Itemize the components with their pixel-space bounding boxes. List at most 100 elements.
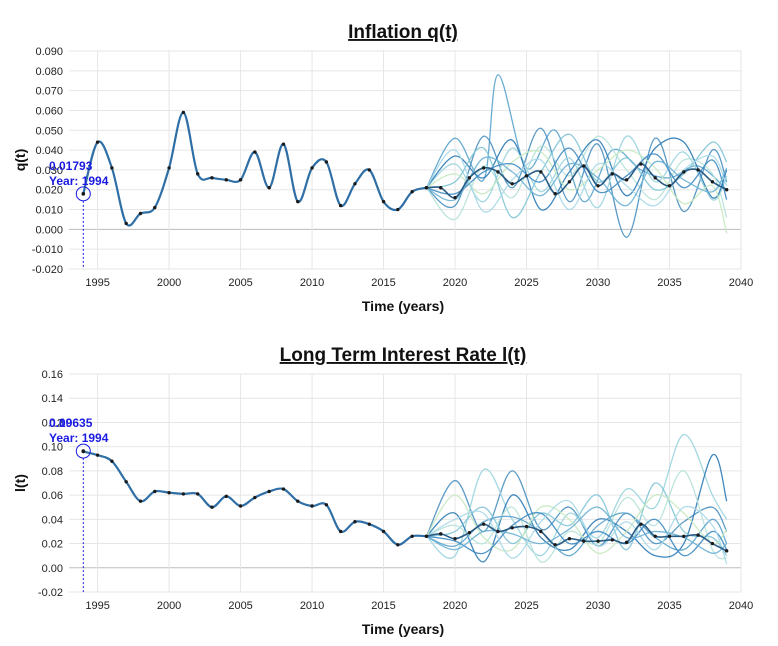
inflation-grid [69, 50, 742, 270]
inflation-x-tick-label: 2005 [228, 277, 252, 289]
interest-scenario-line-3 [425, 454, 728, 563]
interest-mean-point [667, 534, 672, 538]
interest-x-tick-label: 2035 [657, 600, 681, 612]
inflation-scenario-line-5 [425, 137, 728, 211]
inflation-mean-point [582, 164, 586, 168]
interest-history-point [367, 522, 371, 526]
interest-x-tick-label: 2025 [514, 600, 538, 612]
interest-mean-point [653, 534, 657, 538]
interest-mean-point [553, 543, 557, 547]
inflation-y-tick-label: 0.030 [35, 165, 63, 177]
inflation-y-tick-label: 0.090 [35, 46, 63, 58]
inflation-mean-point [424, 186, 429, 190]
inflation-history-line [82, 111, 427, 227]
inflation-history-point [396, 207, 400, 212]
inflation-mean-point [596, 184, 600, 188]
inflation-scenario-line-3 [425, 135, 728, 209]
inflation-mean-point [467, 176, 472, 180]
inflation-mean-point [539, 170, 543, 174]
inflation-x-tick-label: 2010 [300, 277, 324, 289]
inflation-x-tick-label: 2000 [157, 277, 181, 289]
interest-scenario-line-4 [426, 482, 728, 557]
inflation-history-point [296, 199, 300, 204]
interest-annotation-circle [75, 443, 91, 459]
inflation-x-tick-label: 1995 [85, 277, 109, 289]
inflation-history-point [338, 203, 343, 208]
interest-markers [81, 449, 729, 553]
interest-history-point [210, 505, 214, 509]
inflation-history-point [281, 142, 286, 146]
inflation-mean-point [710, 180, 715, 184]
inflation-mean-point [553, 191, 557, 196]
inflation-mean-point [725, 188, 729, 192]
interest-rate-chart: Long Term Interest Rate l(t) 0.16 0.14 0.12… [12, 345, 753, 637]
interest-mean-point [424, 534, 429, 538]
inflation-mean-point [481, 166, 486, 170]
interest-x-axis-title: Time (years) [362, 621, 444, 637]
interest-chart-title: Long Term Interest Rate l(t) [280, 345, 527, 366]
interest-history-point [324, 503, 329, 507]
interest-scenario-line-1 [425, 470, 728, 547]
inflation-forecast-mean-line [426, 163, 728, 199]
inflation-mean-point [610, 172, 615, 176]
inflation-history-point [210, 176, 214, 180]
interest-mean-point [439, 532, 443, 536]
inflation-y-tick-label: 0.070 [35, 86, 63, 98]
interest-y-tick-label: -0.02 [38, 587, 63, 599]
interest-mean-point [467, 530, 472, 535]
inflation-annotation-point [81, 192, 86, 196]
interest-y-tick-label: 0.16 [42, 369, 63, 381]
interest-history-point [410, 534, 414, 538]
interest-history-point [224, 494, 228, 499]
interest-y-tick-label: 0.10 [42, 442, 63, 454]
inflation-scenario-line-8 [426, 147, 728, 200]
interest-x-tick-label: 2020 [443, 600, 467, 612]
interest-annotation-point [81, 449, 86, 453]
interest-scenario-line-9 [426, 499, 728, 565]
inflation-history-point [138, 211, 143, 216]
interest-history-point [253, 495, 257, 500]
inflation-history-point [110, 166, 114, 170]
inflation-scenario-line-1 [425, 74, 728, 203]
interest-mean-point [624, 540, 629, 545]
interest-x-tick-label: 2015 [371, 600, 395, 612]
inflation-history-point [353, 182, 357, 186]
inflation-scenario-lines [425, 74, 728, 238]
interest-annotation-year: Year: 1994 [49, 431, 109, 445]
inflation-mean-point [653, 176, 657, 180]
inflation-history-point [324, 160, 329, 164]
interest-x-tick-label: 2040 [729, 600, 753, 612]
inflation-x-tick-label: 2015 [371, 277, 395, 289]
interest-mean-point [596, 539, 600, 543]
interest-mean-point [582, 539, 586, 543]
inflation-scenario-line-7 [426, 149, 728, 234]
interest-history-point [381, 529, 386, 534]
inflation-x-tick-label: 2020 [443, 277, 467, 289]
interest-history-point [153, 489, 157, 494]
inflation-y-tick-label: 0.010 [35, 205, 63, 217]
inflation-x-tick-label: 2040 [729, 277, 753, 289]
inflation-mean-point [624, 178, 629, 182]
inflation-x-tick-label: 2035 [657, 277, 681, 289]
interest-y-tick-label: 0.08 [42, 466, 63, 478]
inflation-mean-point [667, 184, 672, 188]
interest-scenario-line-2 [426, 433, 728, 559]
inflation-mean-point [639, 162, 643, 166]
interest-history-point [195, 492, 200, 496]
inflation-scenario-line-9 [425, 149, 728, 213]
inflation-history-point [310, 166, 314, 170]
interest-y-axis-title: l(t) [12, 474, 28, 492]
interest-history-point [238, 504, 243, 508]
interest-mean-point [682, 534, 686, 538]
inflation-y-tick-label: 0.000 [35, 224, 63, 236]
interest-mean-point [453, 537, 457, 541]
inflation-history-point [410, 190, 414, 194]
interest-mean-point [510, 526, 514, 530]
inflation-history-point [153, 205, 157, 210]
interest-history-point [396, 543, 400, 547]
inflation-y-tick-label: -0.020 [32, 264, 63, 276]
interest-scenario-line-10 [426, 506, 728, 554]
inflation-y-tick-label: 0.060 [35, 105, 63, 117]
inflation-history-point [267, 186, 271, 190]
